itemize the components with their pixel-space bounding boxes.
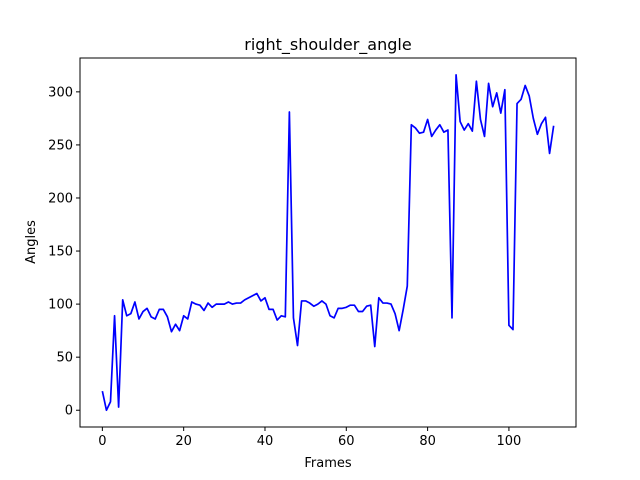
y-tick-label: 200 — [48, 191, 73, 206]
y-tick-label: 100 — [48, 298, 73, 313]
series-line — [101, 74, 555, 412]
y-tick-label: 300 — [48, 85, 73, 100]
plot-area — [79, 57, 577, 428]
y-tick-label: 150 — [48, 245, 73, 260]
y-axis-label: Angles — [24, 220, 39, 264]
x-tick-label: 60 — [338, 434, 355, 449]
x-axis: 0 20 40 60 80 100 — [98, 427, 521, 449]
x-axis-label: Frames — [304, 456, 352, 471]
x-tick-label: 0 — [98, 434, 106, 449]
chart-title: right_shoulder_angle — [244, 35, 411, 55]
x-tick-label: 80 — [419, 434, 436, 449]
y-axis: 0 50 100 150 200 250 300 — [48, 85, 80, 419]
y-tick-label: 250 — [48, 138, 73, 153]
plot-frame — [79, 57, 577, 428]
x-tick-label: 100 — [497, 434, 522, 449]
y-tick-label: 50 — [56, 351, 73, 366]
x-tick-label: 40 — [257, 434, 274, 449]
x-tick-label: 20 — [175, 434, 192, 449]
y-tick-label: 0 — [65, 404, 73, 419]
